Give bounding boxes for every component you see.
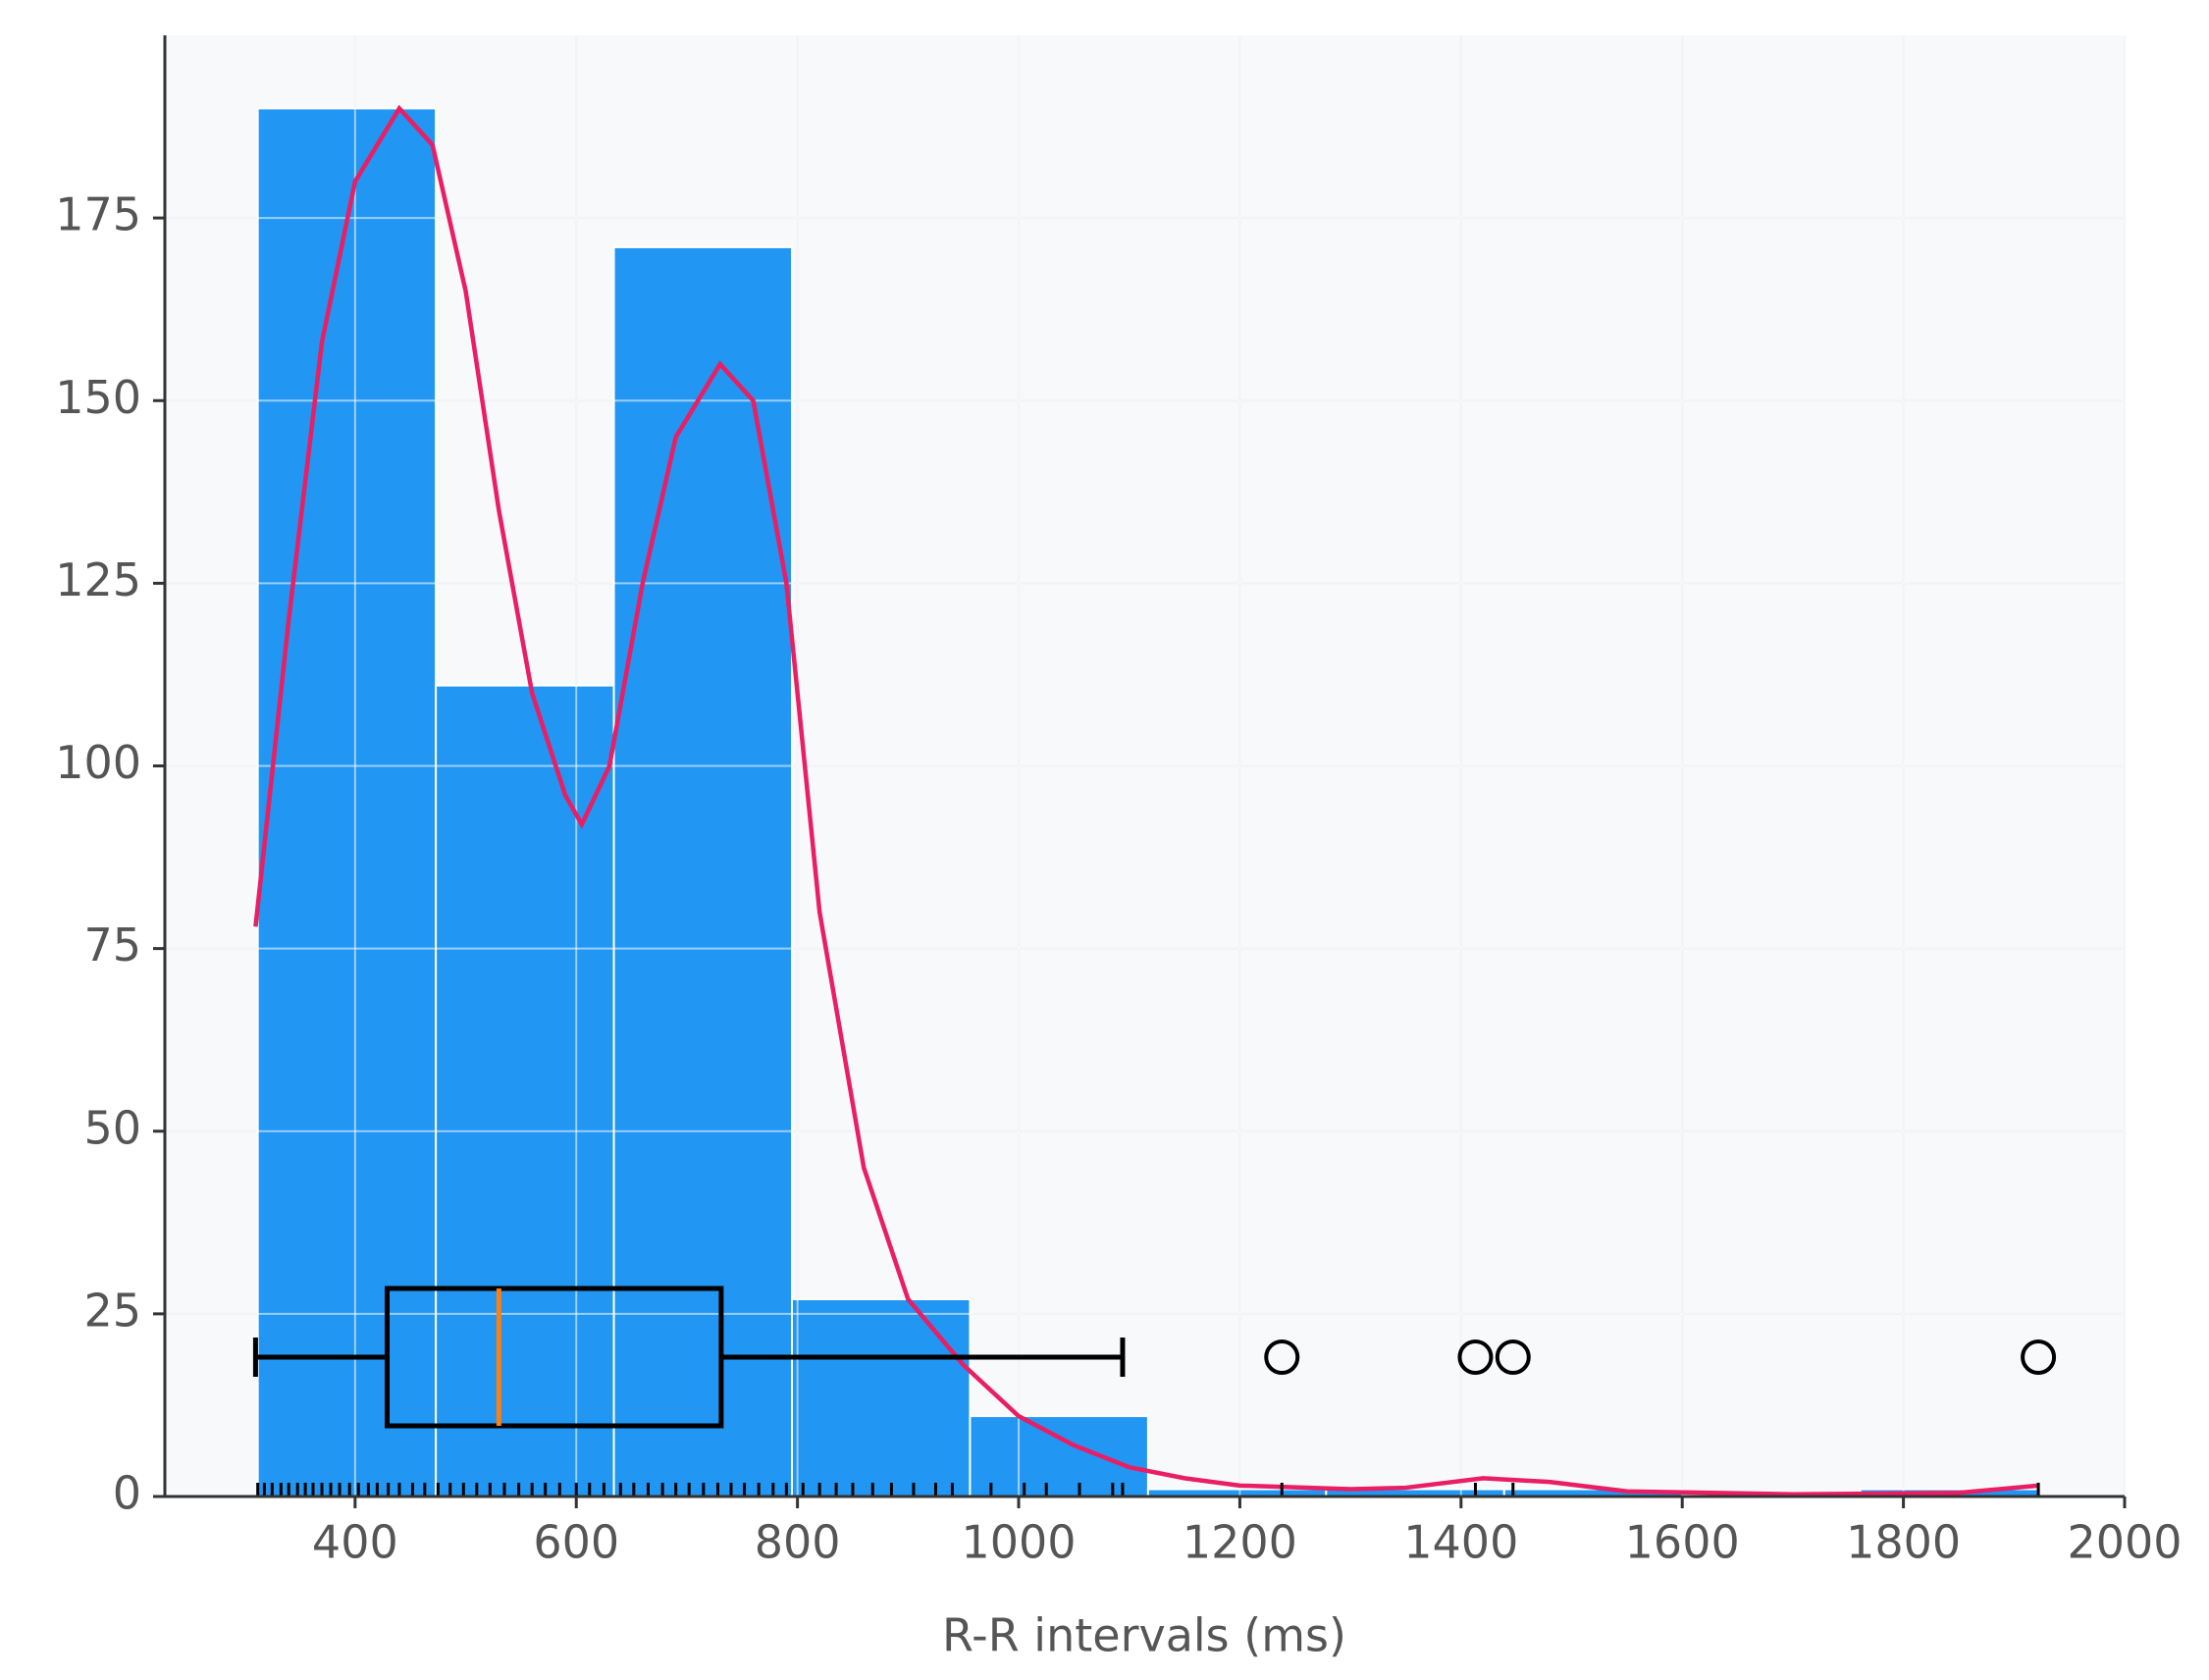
y-tick-label: 25 bbox=[83, 1284, 141, 1337]
box bbox=[385, 1286, 724, 1429]
x-axis-label: R-R intervals (ms) bbox=[942, 1609, 1346, 1662]
x-tick-label: 400 bbox=[312, 1516, 398, 1569]
outlier bbox=[2021, 1339, 2057, 1375]
kde-line bbox=[253, 104, 2039, 1497]
y-tick-label: 75 bbox=[83, 919, 141, 971]
bar bbox=[435, 684, 615, 1497]
x-tick-label: 1400 bbox=[1403, 1516, 1518, 1569]
outlier bbox=[1495, 1339, 1531, 1375]
y-tick-label: 175 bbox=[55, 188, 141, 241]
y-tick-label: 50 bbox=[83, 1101, 141, 1154]
bar bbox=[969, 1415, 1149, 1497]
x-tick-label: 800 bbox=[755, 1516, 841, 1569]
bar bbox=[612, 245, 793, 1497]
bar bbox=[790, 1297, 972, 1497]
outlier bbox=[1457, 1339, 1494, 1375]
outlier bbox=[1264, 1339, 1300, 1375]
y-tick-label: 0 bbox=[113, 1467, 141, 1520]
x-tick-label: 600 bbox=[533, 1516, 619, 1569]
x-tick-label: 1600 bbox=[1625, 1516, 1740, 1569]
x-tick-label: 1800 bbox=[1846, 1516, 1961, 1569]
bar bbox=[256, 107, 438, 1498]
y-tick-label: 100 bbox=[55, 736, 141, 789]
x-tick-label: 1000 bbox=[961, 1516, 1076, 1569]
y-tick-label: 150 bbox=[55, 371, 141, 424]
x-tick-label: 2000 bbox=[2067, 1516, 2182, 1569]
y-tick-label: 125 bbox=[55, 553, 141, 606]
x-tick-label: 1200 bbox=[1183, 1516, 1297, 1569]
